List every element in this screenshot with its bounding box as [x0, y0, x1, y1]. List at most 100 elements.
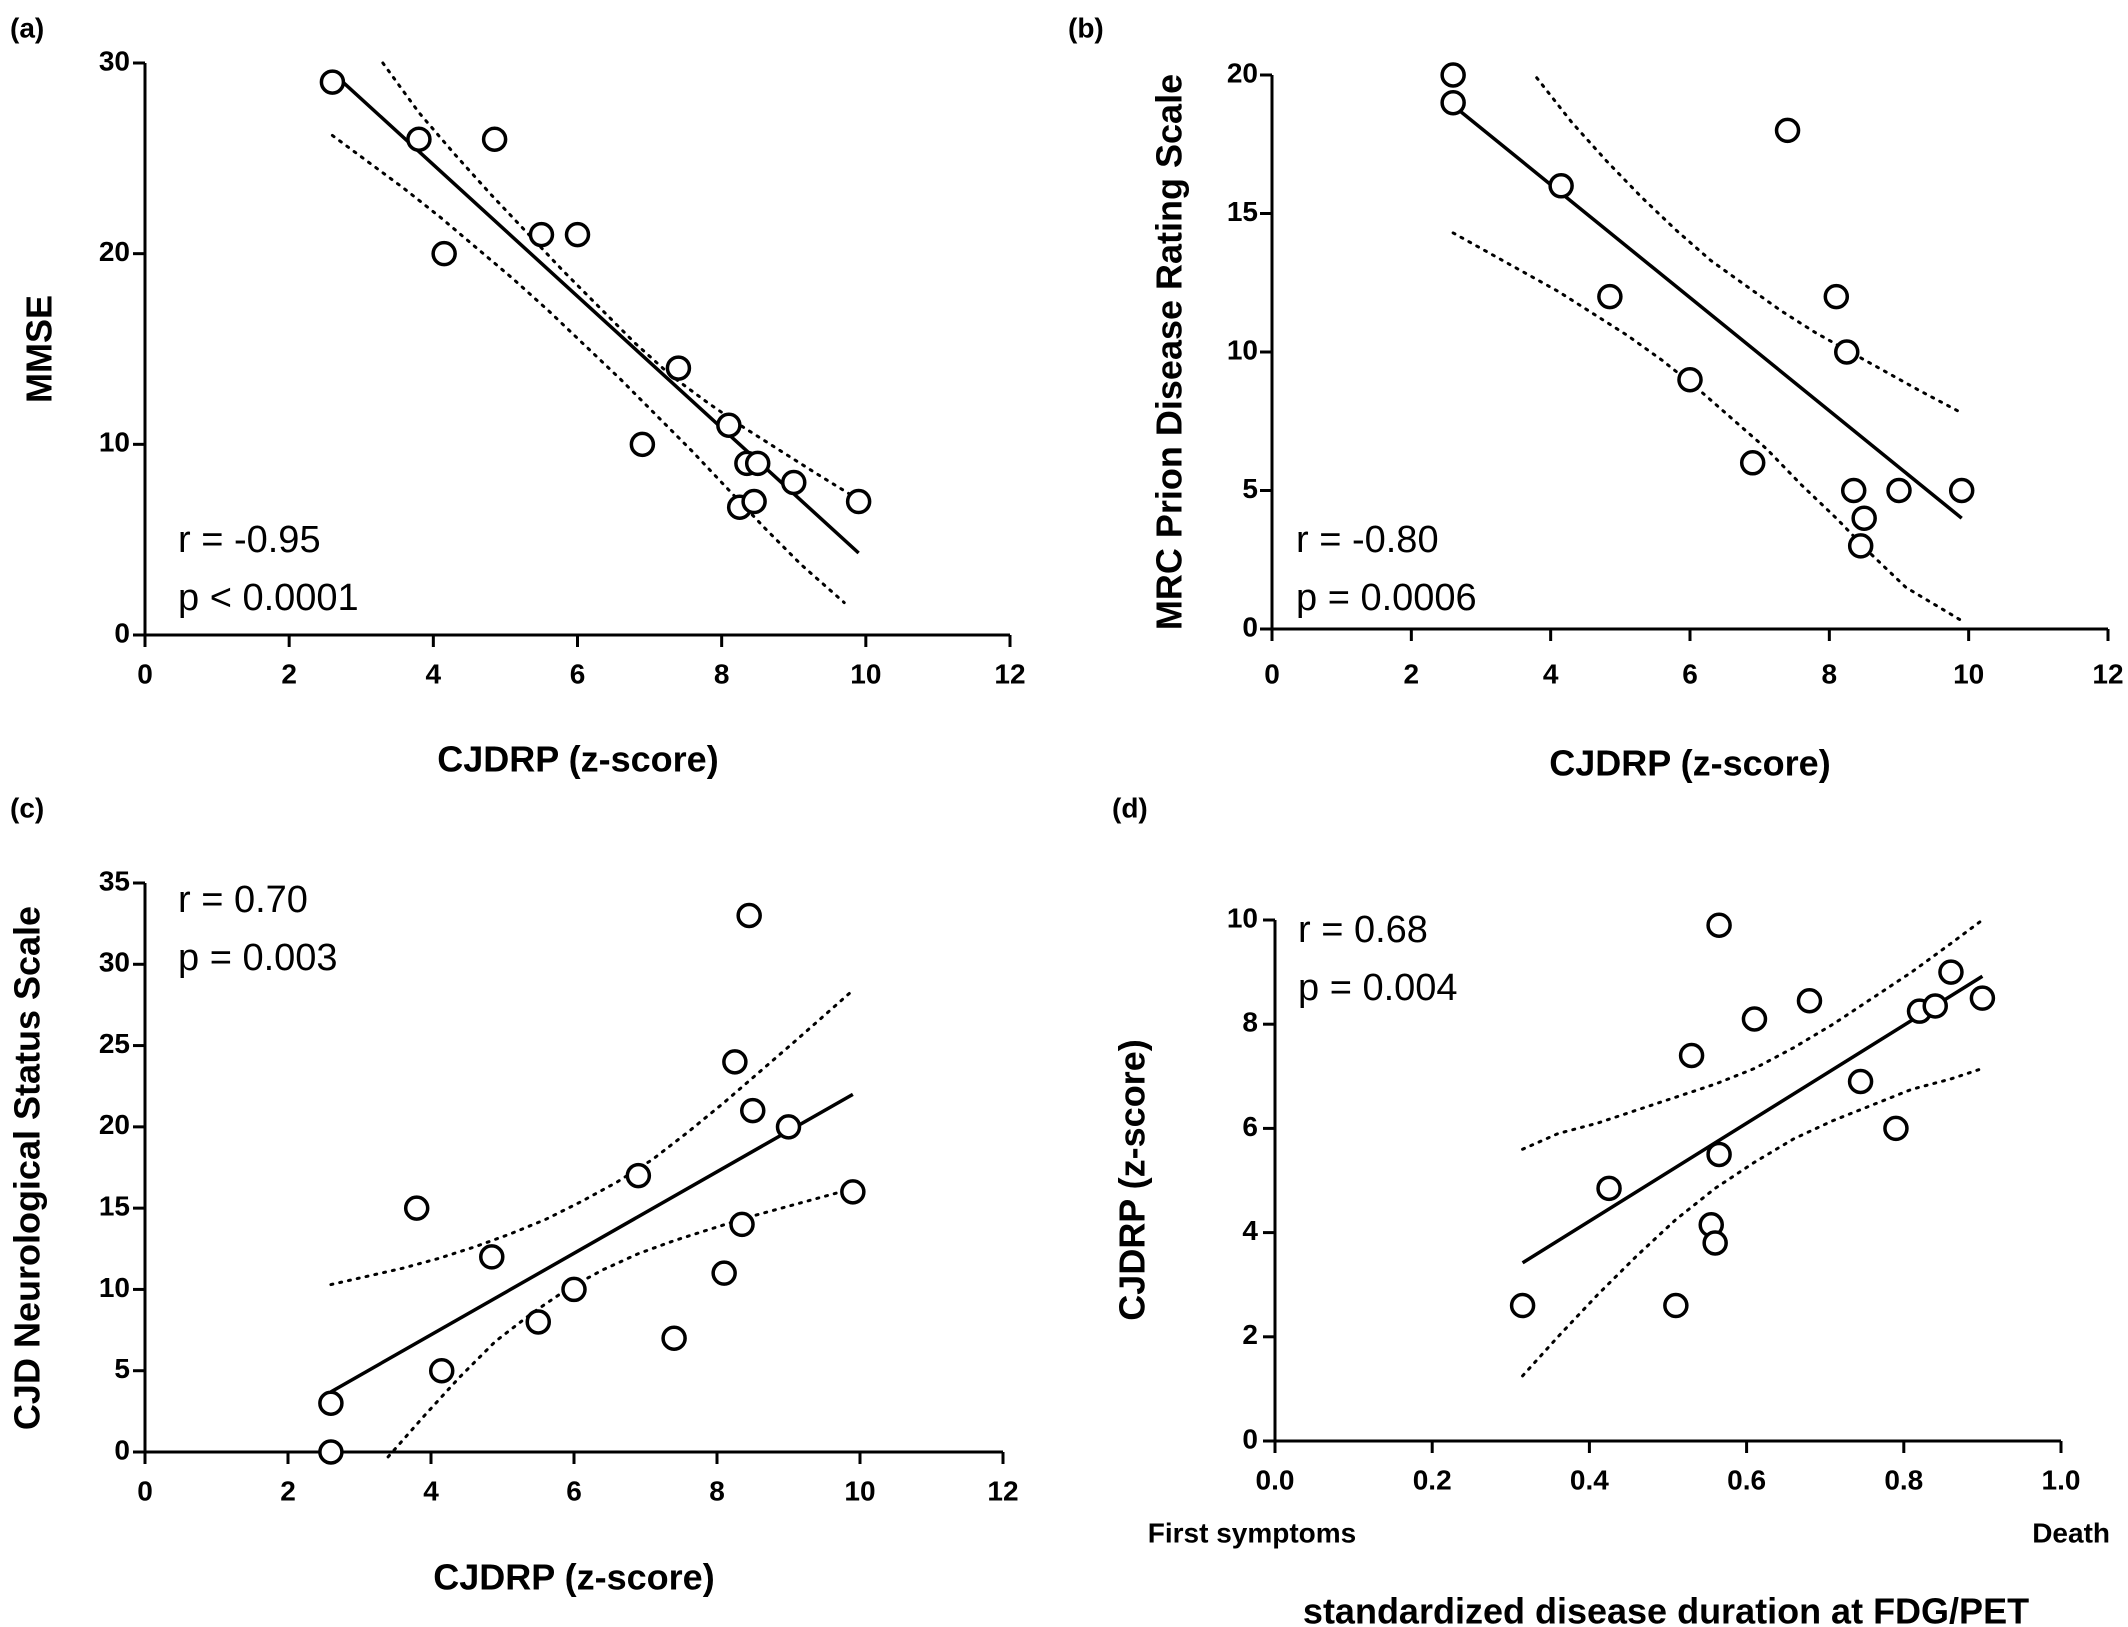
ci-lower-line — [386, 1187, 855, 1459]
data-point — [428, 1357, 455, 1384]
y-tick-label: 20 — [99, 236, 130, 267]
data-point — [1741, 1006, 1768, 1032]
y-tick-label: 5 — [114, 1353, 130, 1384]
x-tick-label: 12 — [2092, 658, 2123, 689]
y-tick-label: 20 — [1227, 57, 1258, 88]
x-tick-label: 6 — [566, 1475, 582, 1506]
correlation-r: r = -0.95 — [178, 519, 321, 561]
x-tick-label: 6 — [1682, 658, 1698, 689]
correlation-r: r = -0.80 — [1296, 519, 1439, 561]
data-point — [840, 1179, 866, 1205]
y-tick-label: 20 — [99, 1109, 130, 1140]
data-point — [403, 1195, 430, 1221]
data-point — [528, 221, 555, 248]
y-tick-label: 10 — [99, 427, 130, 458]
y-tick-label: 0 — [1242, 1423, 1258, 1454]
data-point — [775, 1114, 802, 1140]
x-axis-title: CJDRP (z-score) — [1549, 743, 1830, 784]
y-tick-label: 15 — [99, 1191, 130, 1222]
data-point — [625, 1162, 652, 1189]
panel-label: (b) — [1068, 12, 1104, 43]
x-end-label: Death — [2032, 1517, 2110, 1548]
y-tick-label: 10 — [1227, 902, 1258, 933]
y-tick-label: 5 — [1242, 473, 1258, 504]
y-tick-label: 2 — [1242, 1319, 1258, 1350]
data-point — [744, 450, 771, 477]
data-point — [1440, 89, 1466, 116]
data-point — [1440, 62, 1466, 88]
data-point — [1774, 117, 1801, 144]
data-point — [1663, 1292, 1689, 1319]
data-point — [845, 488, 872, 515]
x-tick-label: 0 — [1264, 658, 1280, 689]
x-tick-label: 12 — [987, 1475, 1018, 1506]
data-point — [661, 1325, 687, 1351]
y-axis-title: CJDRP (z-score) — [1112, 1039, 1153, 1320]
x-tick-label: 8 — [709, 1475, 725, 1506]
x-tick-label: 4 — [423, 1475, 439, 1506]
data-point — [1702, 1230, 1728, 1256]
x-tick-label: 4 — [426, 658, 442, 689]
data-point — [1509, 1292, 1536, 1319]
x-tick-label: 8 — [1822, 658, 1838, 689]
x-tick-label: 8 — [714, 658, 730, 689]
data-point — [1886, 477, 1912, 504]
y-tick-label: 10 — [1227, 334, 1258, 365]
x-tick-label: 2 — [281, 658, 297, 689]
panel-b: (b) 0 2 4 6 8 10 12 0 5 10 15 20 CJDRP (z-score) MRC P… — [1068, 12, 2124, 783]
data-point — [1883, 1115, 1909, 1142]
x-tick-label: 12 — [994, 658, 1025, 689]
data-point — [729, 1211, 755, 1238]
x-tick-label: 0.6 — [1727, 1464, 1766, 1495]
y-tick-label: 0 — [114, 617, 130, 648]
data-point — [481, 126, 508, 153]
y-axis-title: MMSE — [19, 295, 60, 403]
panel-a: (a) 0 2 4 6 8 10 12 0 10 20 30 CJDRP (z-score) MMSE r … — [10, 12, 1026, 779]
y-axis-title: CJD Neurological Status Scale — [7, 906, 48, 1430]
data-point — [1677, 366, 1703, 393]
y-tick-label: 30 — [99, 947, 130, 978]
data-point — [1796, 988, 1823, 1014]
ci-upper-line — [329, 988, 855, 1287]
data-point — [1840, 477, 1867, 504]
x-axis-title: CJDRP (z-score) — [433, 1557, 714, 1598]
data-point — [1969, 985, 1996, 1011]
p-value: p < 0.0001 — [178, 577, 359, 619]
x-tick-label: 0.8 — [1884, 1464, 1923, 1495]
data-point — [629, 431, 656, 458]
regression-line — [1452, 104, 1963, 520]
x-tick-label: 0.2 — [1413, 1464, 1452, 1495]
data-point — [1706, 1141, 1732, 1168]
x-tick-label: 10 — [1953, 658, 1984, 689]
y-tick-label: 25 — [99, 1028, 130, 1059]
y-tick-label: 0 — [114, 1434, 130, 1465]
panel-d: (d) 0.0 0.2 0.4 0.6 0.8 1.0 0 2 4 6 8 10 standardized… — [1112, 792, 2110, 1627]
data-point — [1596, 1175, 1622, 1202]
x-tick-label: 4 — [1543, 658, 1559, 689]
ci-lower-line — [330, 133, 846, 605]
ci-lower-line — [1451, 231, 1964, 623]
correlation-r: r = 0.68 — [1298, 909, 1428, 951]
data-point — [406, 126, 432, 153]
ci-upper-line — [381, 61, 861, 502]
y-tick-label: 35 — [99, 865, 130, 896]
x-tick-label: 2 — [1404, 658, 1420, 689]
y-tick-label: 15 — [1227, 196, 1258, 227]
x-tick-label: 6 — [570, 658, 586, 689]
data-point — [431, 240, 457, 267]
data-point — [1851, 505, 1877, 531]
panel-label: (a) — [10, 12, 44, 43]
data-point — [1597, 283, 1623, 310]
x-tick-label: 0 — [137, 658, 153, 689]
p-value: p = 0.0006 — [1296, 577, 1477, 619]
x-tick-label: 1.0 — [2042, 1464, 2081, 1495]
data-point — [781, 469, 807, 496]
data-point — [561, 1276, 587, 1303]
y-tick-label: 8 — [1242, 1007, 1258, 1038]
data-point — [319, 69, 346, 95]
data-point — [741, 488, 767, 515]
data-point — [525, 1309, 551, 1335]
data-point — [711, 1260, 737, 1286]
y-tick-label: 30 — [99, 45, 130, 76]
